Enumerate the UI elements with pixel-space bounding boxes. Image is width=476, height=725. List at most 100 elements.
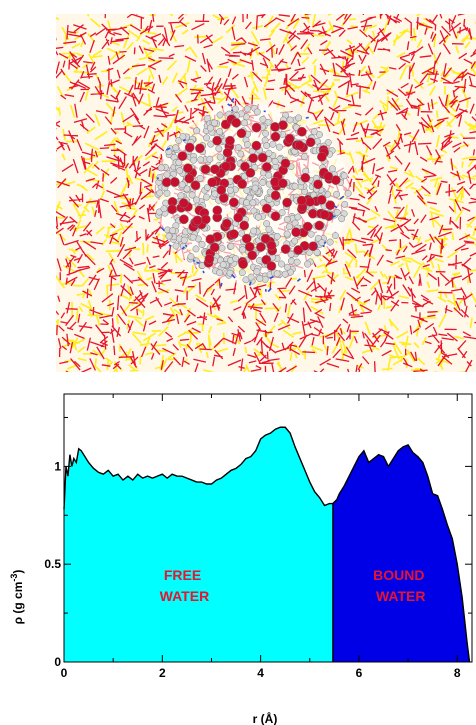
cluster-oxygen-atom (261, 162, 272, 172)
x-tick-label: 2 (159, 666, 166, 680)
cluster-atom (232, 255, 240, 263)
density-profile-line (63, 426, 471, 663)
cluster-oxygen-atom (294, 140, 305, 151)
cluster-atom (211, 190, 219, 198)
cluster-atom (206, 155, 214, 163)
cluster-atom (172, 222, 180, 230)
cluster-atom (338, 215, 346, 223)
cluster-oxygen-atom (270, 190, 281, 201)
cluster-atom (243, 199, 251, 207)
cluster-oxygen-atom (177, 151, 188, 161)
cluster-oxygen-atom (233, 212, 244, 223)
x-tick-label: 8 (454, 666, 461, 680)
cluster-oxygen-atom (280, 244, 291, 254)
cluster-atom (179, 133, 187, 141)
cluster-atom (263, 142, 271, 150)
cluster-atom (307, 230, 315, 238)
cluster-atom (263, 220, 271, 228)
cluster-atom (291, 182, 299, 190)
cluster-atom (231, 105, 239, 113)
cluster-oxygen-atom (251, 122, 262, 133)
cluster-oxygen-atom (300, 172, 311, 183)
cluster-oxygen-atom (167, 204, 177, 215)
cluster-atom (333, 208, 341, 216)
cluster-oxygen-atom (238, 259, 248, 269)
cluster-atom (247, 273, 255, 281)
interface-bonds (156, 97, 345, 293)
cluster-oxygen-atom (231, 117, 242, 128)
cluster-oxygen-atom (179, 214, 189, 225)
cluster-atom (155, 208, 163, 216)
cluster-oxygen-atom (170, 177, 180, 187)
cluster-atom (189, 233, 197, 241)
cluster-oxygen-atom (209, 242, 220, 253)
cluster-oxygen-atom (236, 128, 247, 139)
cluster-atom (243, 186, 251, 194)
cluster-oxygen-atom (192, 215, 203, 226)
cluster-atom (271, 157, 279, 165)
cluster-oxygen-atom (247, 250, 258, 261)
cluster-oxygen-atom (212, 135, 222, 146)
cluster-atom (291, 237, 299, 245)
cluster-atom (281, 270, 289, 278)
cluster-atom (178, 181, 186, 189)
cluster-atom (163, 171, 171, 179)
free-water-label-line2: WATER (160, 588, 210, 604)
cluster-atom (157, 164, 165, 172)
cluster-oxygen-atom (237, 179, 248, 189)
cluster-oxygen-atom (270, 131, 281, 142)
x-tick-label: 0 (61, 666, 68, 680)
cluster-atom (211, 119, 218, 127)
cluster-oxygen-atom (270, 122, 280, 132)
cluster-atom (316, 131, 323, 139)
cluster-oxygen-atom (200, 214, 211, 225)
x-tick-label: 4 (257, 666, 264, 680)
cluster-atom (251, 184, 259, 192)
cluster-oxygen-atom (184, 173, 195, 184)
cluster-atom (313, 248, 321, 256)
cluster-atom (227, 242, 235, 250)
cluster-oxygen-atom (244, 241, 255, 252)
cluster-atom (286, 116, 294, 124)
cluster-oxygen-atom (317, 152, 327, 162)
cluster-atom (165, 232, 173, 240)
cluster-oxygen-atom (178, 198, 189, 208)
cluster-atom (262, 130, 270, 137)
cluster-atom (216, 111, 224, 119)
cluster-atom (326, 238, 334, 246)
cluster-atom (187, 253, 195, 261)
cluster-oxygen-atom (161, 177, 172, 188)
cluster-oxygen-atom (229, 229, 239, 239)
cluster-oxygen-atom (297, 126, 307, 137)
y-axis-title: ρ (g cm-3) (9, 570, 25, 625)
cluster-oxygen-atom (296, 195, 307, 206)
cluster-atom (216, 153, 224, 161)
cluster-atom (197, 156, 205, 164)
cluster-oxygen-atom (266, 261, 277, 271)
cluster-oxygen-atom (221, 218, 232, 229)
x-axis-title: r (Å) (253, 711, 278, 725)
cluster-oxygen-atom (319, 209, 330, 220)
cluster-oxygen-atom (241, 233, 252, 244)
cluster-atom (265, 149, 273, 157)
cluster-atom (265, 195, 273, 203)
bound-water-label-line2: WATER (376, 588, 426, 604)
cluster-atom (239, 246, 247, 254)
cluster-oxygen-atom (302, 221, 313, 232)
cluster-oxygen-atom (251, 140, 262, 151)
simulation-image (56, 14, 476, 372)
cluster-oxygen-atom (282, 197, 292, 208)
cluster-atom (169, 227, 177, 234)
cluster-oxygen-atom (248, 153, 259, 164)
cluster-atom (188, 191, 196, 199)
cluster-atom (331, 232, 339, 240)
axis-ticks (63, 394, 472, 663)
cluster-atom (216, 128, 224, 136)
cluster-oxygen-atom (205, 234, 216, 245)
cluster-atom (253, 108, 261, 116)
density-chart: 0 2 4 6 8 0 0.5 1 r (Å) ρ (g cm-3) FREE … (9, 393, 473, 725)
cluster-atom (304, 260, 312, 268)
cluster-atom (269, 140, 277, 148)
cluster-oxygen-atom (204, 253, 215, 264)
cluster-atom (273, 270, 281, 278)
